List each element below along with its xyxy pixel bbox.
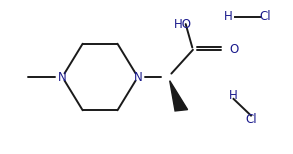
Text: HO: HO [174,18,192,31]
Text: O: O [229,43,238,56]
Text: Cl: Cl [245,113,257,126]
Text: N: N [58,71,67,83]
Text: H: H [223,10,232,23]
Text: H: H [229,89,238,102]
Polygon shape [170,81,188,111]
Text: N: N [133,71,142,83]
Text: Cl: Cl [260,10,271,23]
